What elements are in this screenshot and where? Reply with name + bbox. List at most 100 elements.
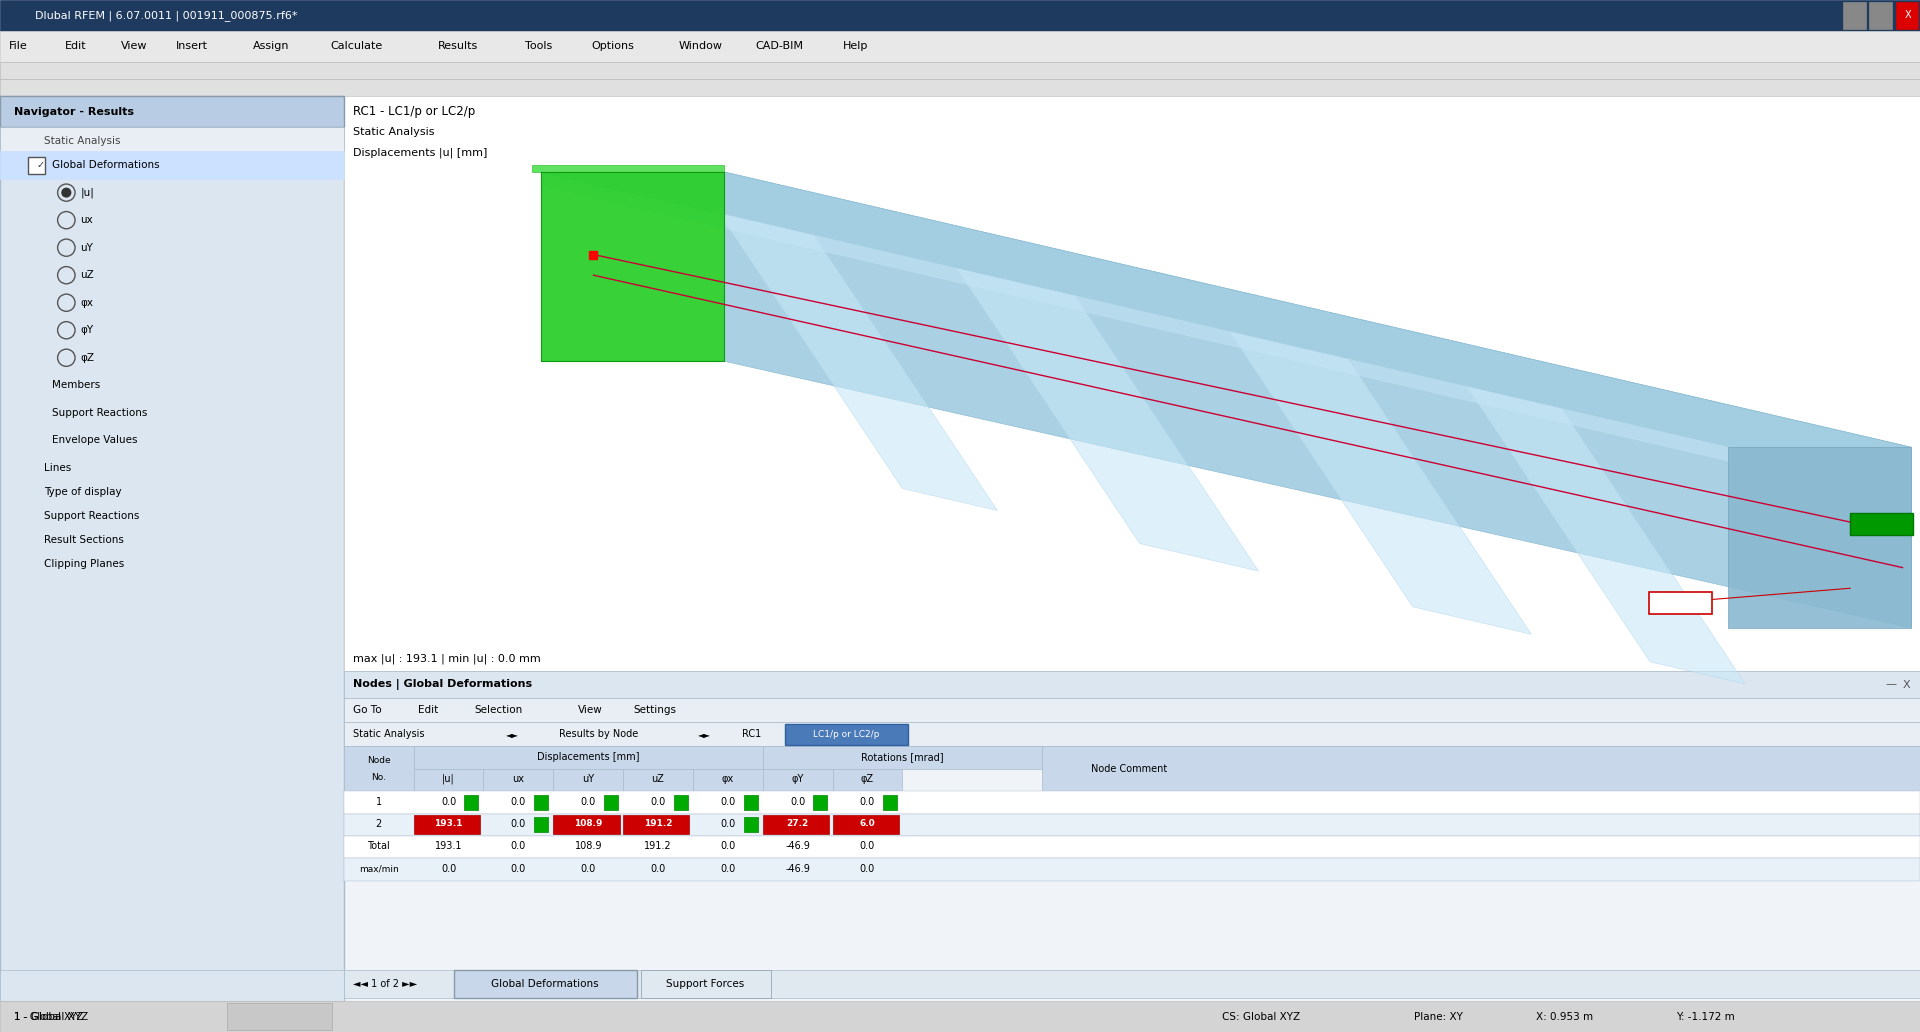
Text: Static Analysis: Static Analysis [353, 730, 424, 740]
Text: 0.0: 0.0 [511, 797, 526, 807]
Text: φZ: φZ [81, 353, 94, 363]
Text: 193.1: 193.1 [434, 819, 463, 829]
Bar [413, 815, 480, 834]
Text: Lines: Lines [44, 462, 71, 473]
Text: RC1 - LC1/p or LC2/p: RC1 - LC1/p or LC2/p [353, 105, 474, 119]
Text: φx: φx [81, 297, 94, 308]
Text: Nodes | Global Deformations: Nodes | Global Deformations [353, 679, 532, 690]
Polygon shape [1728, 447, 1910, 627]
Bar [762, 746, 1043, 769]
Bar [0, 96, 344, 1001]
Text: max |u| : 193.1 | min |u| : 0.0 mm: max |u| : 193.1 | min |u| : 0.0 mm [353, 653, 540, 664]
Text: 0.0: 0.0 [720, 797, 735, 807]
Text: uZ: uZ [651, 774, 664, 784]
Text: Results: Results [438, 41, 478, 52]
Polygon shape [720, 214, 996, 511]
Text: Edit: Edit [65, 41, 86, 52]
Text: Global Deformations: Global Deformations [492, 978, 599, 989]
Bar [465, 795, 478, 810]
Text: Support Forces: Support Forces [666, 978, 745, 989]
Text: Result Sections: Result Sections [44, 535, 123, 545]
Text: Insert: Insert [177, 41, 207, 52]
Text: Settings: Settings [634, 705, 676, 715]
Text: 27.2: 27.2 [787, 819, 808, 829]
Text: Displacements [mm]: Displacements [mm] [538, 751, 639, 762]
Bar [883, 795, 897, 810]
Bar [762, 815, 829, 834]
Bar [0, 127, 344, 157]
Text: Node: Node [367, 755, 390, 765]
Text: Plane: XY: Plane: XY [1413, 1011, 1463, 1022]
Text: Go To: Go To [353, 705, 382, 715]
Text: 1 - Global XYZ: 1 - Global XYZ [13, 1011, 88, 1022]
Text: Clipping Planes: Clipping Planes [44, 559, 125, 570]
Bar [534, 795, 547, 810]
Text: 0.0: 0.0 [651, 797, 666, 807]
Text: -46.9: -46.9 [785, 841, 810, 851]
Bar [814, 795, 828, 810]
Text: ◄►: ◄► [507, 730, 518, 739]
Bar [785, 724, 908, 745]
Text: 0.0: 0.0 [720, 818, 735, 829]
Text: uY: uY [582, 774, 595, 784]
Text: 193.1: 193.1 [1668, 598, 1693, 607]
Text: View: View [121, 41, 148, 52]
Bar [743, 817, 758, 833]
Bar [1895, 2, 1918, 29]
Text: 0.0: 0.0 [860, 797, 876, 807]
Bar [344, 970, 1920, 998]
Bar [605, 795, 618, 810]
Polygon shape [541, 172, 1728, 461]
Text: 0.0: 0.0 [511, 864, 526, 874]
Text: Help: Help [843, 41, 868, 52]
Polygon shape [1229, 331, 1532, 635]
Text: Members: Members [52, 380, 100, 390]
Text: uY: uY [81, 243, 94, 253]
Text: Selection: Selection [474, 705, 522, 715]
Text: 0.0: 0.0 [860, 864, 876, 874]
Text: Type of display: Type of display [44, 487, 121, 497]
Bar [1043, 746, 1920, 792]
Text: φY: φY [81, 325, 94, 335]
Text: Envelope Values: Envelope Values [52, 436, 138, 446]
Text: 0.0: 0.0 [580, 797, 595, 807]
Polygon shape [541, 172, 724, 361]
Text: Rotations [mrad]: Rotations [mrad] [860, 751, 945, 762]
Bar [0, 62, 1920, 79]
Text: Tools: Tools [526, 41, 553, 52]
Text: Results by Node: Results by Node [559, 730, 637, 740]
Text: File: File [10, 41, 27, 52]
Text: -46.9: -46.9 [785, 864, 810, 874]
Bar [1843, 2, 1866, 29]
Bar [1649, 591, 1713, 614]
Text: uZ: uZ [81, 270, 94, 281]
Bar [413, 769, 484, 792]
Text: ✓: ✓ [36, 160, 44, 170]
Text: ◄◄ 1 of 2 ►►: ◄◄ 1 of 2 ►► [353, 978, 417, 989]
Text: RC1: RC1 [741, 730, 760, 740]
Bar [674, 795, 687, 810]
Polygon shape [724, 172, 1910, 627]
Text: 0.0: 0.0 [511, 818, 526, 829]
Bar [344, 836, 1920, 859]
Text: 0.0: 0.0 [442, 797, 457, 807]
Text: X: 0.953 m: X: 0.953 m [1536, 1011, 1594, 1022]
Bar [344, 792, 1920, 813]
Text: 0.0: 0.0 [651, 864, 666, 874]
Text: Total: Total [367, 841, 390, 851]
Text: Displacements |u| [mm]: Displacements |u| [mm] [353, 148, 488, 158]
Text: 0.0: 0.0 [720, 841, 735, 851]
Text: max/min: max/min [359, 864, 399, 873]
Text: ux: ux [513, 774, 524, 784]
Text: Y: -1.172 m: Y: -1.172 m [1676, 1011, 1734, 1022]
Bar [0, 0, 1920, 31]
Circle shape [61, 188, 71, 197]
Text: View: View [578, 705, 603, 715]
Text: 0.0: 0.0 [511, 841, 526, 851]
Bar [484, 769, 553, 792]
Bar [553, 769, 624, 792]
Bar [1851, 513, 1912, 535]
Text: φx: φx [722, 774, 733, 784]
Text: 6.0: 6.0 [860, 819, 876, 829]
Text: 1 - Global XYZ: 1 - Global XYZ [13, 1011, 83, 1022]
